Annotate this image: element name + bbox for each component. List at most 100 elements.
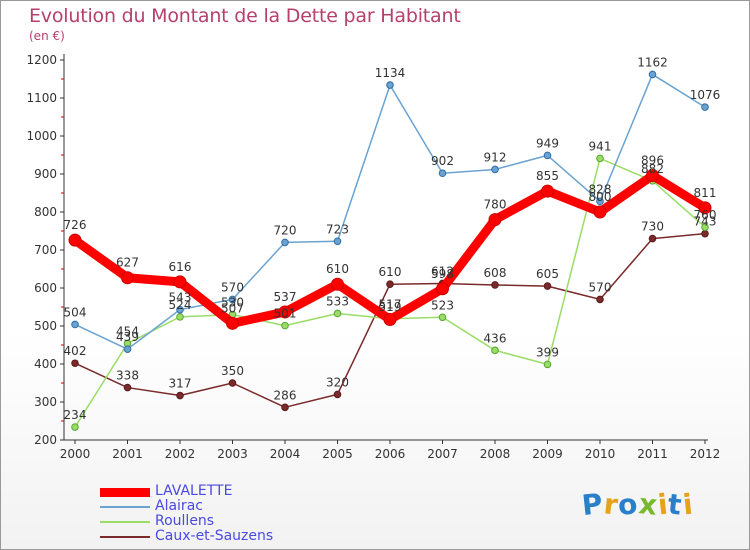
- data-label-lavalette: 811: [694, 186, 717, 200]
- data-label-lavalette: 616: [169, 260, 192, 274]
- data-point-lavalette: [436, 282, 449, 296]
- data-label-caux-et-sauzens: 605: [536, 267, 559, 281]
- data-label-caux-et-sauzens: 338: [116, 369, 139, 383]
- data-label-alairac: 570: [221, 280, 244, 294]
- data-point-lavalette: [698, 201, 712, 215]
- data-point-caux-et-sauzens: [648, 234, 657, 243]
- legend-swatch: [100, 487, 150, 497]
- data-label-roullens: 533: [326, 294, 349, 308]
- data-point-lavalette: [383, 313, 397, 327]
- data-label-lavalette: 537: [274, 290, 297, 304]
- data-label-roullens: 523: [431, 298, 454, 312]
- y-tick-label: 1000: [26, 129, 57, 143]
- data-point-lavalette: [646, 169, 659, 183]
- data-point-roullens: [176, 313, 184, 321]
- y-tick-label: 500: [34, 319, 57, 333]
- data-label-lavalette: 507: [221, 301, 244, 315]
- y-tick-label: 1200: [26, 53, 57, 67]
- logo-letter: P: [580, 486, 606, 523]
- data-point-alairac: [281, 238, 289, 247]
- legend-label: Alairac: [155, 498, 203, 514]
- chart-subtitle: (en €): [29, 29, 65, 43]
- data-point-alairac: [123, 345, 132, 353]
- data-label-roullens: 234: [64, 408, 87, 422]
- data-point-lavalette: [541, 184, 554, 198]
- data-point-roullens: [71, 423, 79, 431]
- data-point-alairac: [543, 151, 552, 160]
- data-point-lavalette: [331, 277, 344, 291]
- data-label-alairac: 543: [169, 291, 192, 305]
- data-point-lavalette: [226, 316, 239, 330]
- data-point-alairac: [228, 295, 237, 304]
- data-label-caux-et-sauzens: 286: [274, 388, 297, 402]
- legend-swatch: [100, 506, 150, 508]
- legend-swatch: [100, 521, 150, 523]
- data-point-caux-et-sauzens: [228, 379, 237, 387]
- data-point-caux-et-sauzens: [123, 383, 132, 392]
- data-point-alairac: [333, 237, 342, 246]
- proxiti-logo: Proxiti: [580, 486, 695, 523]
- data-label-alairac: 902: [431, 154, 454, 168]
- y-tick-label: 700: [34, 243, 57, 257]
- data-label-lavalette: 627: [116, 256, 139, 270]
- data-point-alairac: [596, 197, 604, 206]
- data-label-roullens: 501: [274, 307, 297, 321]
- data-point-lavalette: [593, 205, 607, 219]
- x-tick-label: 2000: [60, 447, 91, 461]
- data-point-caux-et-sauzens: [386, 280, 394, 289]
- chart-title: Evolution du Montant de la Dette par Hab…: [29, 5, 461, 27]
- data-label-caux-et-sauzens: 320: [326, 375, 349, 389]
- x-tick-label: 2007: [427, 447, 458, 461]
- y-tick-label: 200: [34, 433, 57, 447]
- data-label-alairac: 439: [116, 330, 139, 344]
- data-label-roullens: 882: [641, 162, 664, 176]
- data-label-alairac: 1076: [690, 88, 721, 102]
- data-point-alairac: [491, 165, 499, 174]
- data-point-caux-et-sauzens: [543, 282, 552, 290]
- data-label-alairac: 828: [589, 182, 612, 196]
- data-label-lavalette: 800: [589, 190, 612, 204]
- data-label-roullens: 524: [169, 298, 192, 312]
- legend-label: Caux-et-Sauzens: [155, 528, 274, 544]
- data-point-roullens: [333, 309, 342, 318]
- data-label-roullens: 760: [694, 208, 717, 222]
- data-point-caux-et-sauzens: [176, 391, 184, 400]
- legend-label: Roullens: [155, 513, 215, 529]
- data-label-alairac: 720: [274, 223, 297, 237]
- data-label-roullens: 941: [589, 139, 612, 153]
- x-tick-label: 2004: [270, 447, 301, 461]
- data-label-caux-et-sauzens: 730: [641, 220, 664, 234]
- data-point-roullens: [281, 321, 289, 330]
- data-label-lavalette: 780: [484, 198, 507, 212]
- data-label-caux-et-sauzens: 608: [484, 266, 507, 280]
- data-point-alairac: [176, 305, 184, 314]
- data-point-lavalette: [278, 305, 292, 319]
- data-point-lavalette: [173, 275, 187, 289]
- x-tick-label: 2005: [322, 447, 353, 461]
- y-tick-label: 300: [34, 395, 57, 409]
- data-point-roullens: [438, 313, 447, 322]
- data-label-caux-et-sauzens: 610: [379, 265, 402, 279]
- data-label-alairac: 1162: [637, 55, 668, 69]
- logo-letter: i: [680, 487, 695, 522]
- data-point-caux-et-sauzens: [596, 295, 604, 304]
- y-tick-label: 400: [34, 357, 57, 371]
- x-tick-label: 2008: [480, 447, 511, 461]
- legend-label: LAVALETTE: [155, 483, 233, 499]
- data-point-caux-et-sauzens: [71, 359, 79, 368]
- y-tick-label: 1100: [26, 91, 57, 105]
- data-label-roullens: 454: [116, 324, 139, 338]
- x-tick-label: 2002: [165, 447, 196, 461]
- data-point-caux-et-sauzens: [281, 403, 289, 412]
- data-label-roullens: 519: [379, 300, 402, 314]
- data-label-caux-et-sauzens: 350: [221, 364, 244, 378]
- y-tick-label: 600: [34, 281, 57, 295]
- data-label-lavalette: 517: [379, 298, 402, 312]
- x-tick-label: 2006: [375, 447, 406, 461]
- data-label-roullens: 436: [484, 331, 507, 345]
- data-point-alairac: [438, 169, 447, 178]
- data-point-lavalette: [121, 271, 134, 285]
- data-point-lavalette: [488, 213, 502, 227]
- x-tick-label: 2001: [112, 447, 143, 461]
